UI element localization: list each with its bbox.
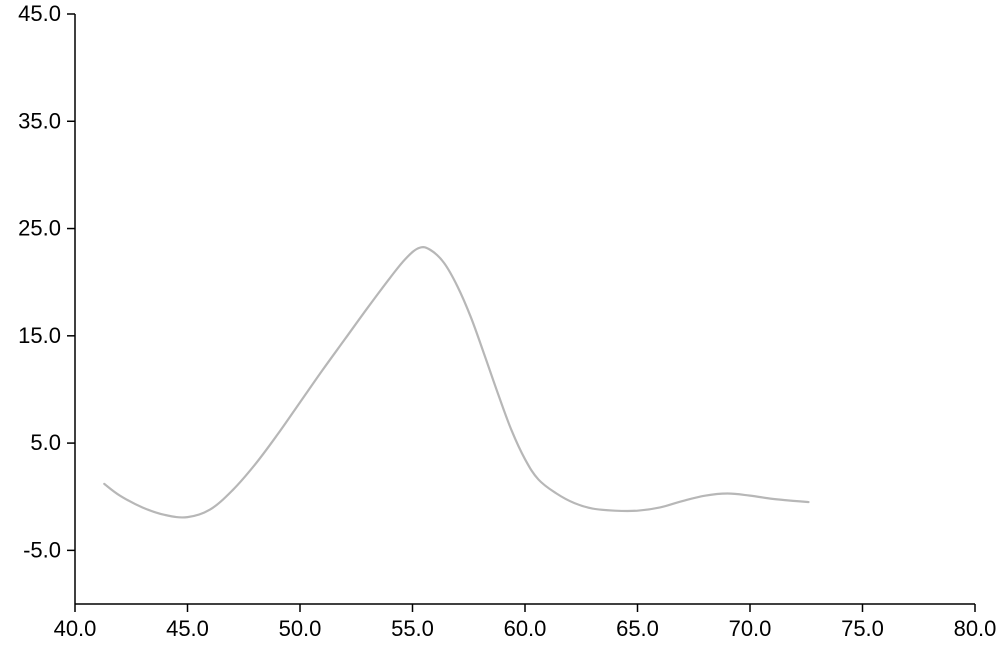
x-tick-label: 75.0: [841, 616, 884, 641]
y-tick-label: 45.0: [18, 1, 61, 26]
y-tick-label: 25.0: [18, 216, 61, 241]
chart-svg: 40.0 45.0 50.0 55.0 60.0 65.0 70.0 75.0 80.0 -5.0…: [0, 0, 1000, 652]
chart-container: 40.0 45.0 50.0 55.0 60.0 65.0 70.0 75.0 80.0 -5.0…: [0, 0, 1000, 652]
x-tick-label: 40.0: [54, 616, 97, 641]
x-tick-label: 65.0: [616, 616, 659, 641]
y-tick-label: 35.0: [18, 108, 61, 133]
chart-background: [0, 0, 1000, 652]
x-tick-label: 50.0: [279, 616, 322, 641]
x-tick-label: 45.0: [166, 616, 209, 641]
y-tick-label: 5.0: [30, 430, 61, 455]
x-tick-label: 55.0: [391, 616, 434, 641]
x-tick-label: 70.0: [729, 616, 772, 641]
x-tick-label: 80.0: [954, 616, 997, 641]
y-tick-label: -5.0: [23, 537, 61, 562]
x-tick-label: 60.0: [504, 616, 547, 641]
y-tick-label: 15.0: [18, 323, 61, 348]
